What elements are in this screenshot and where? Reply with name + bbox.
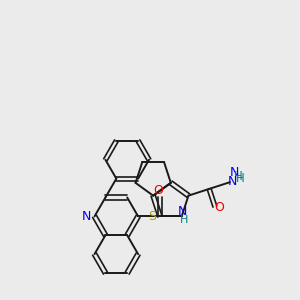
Text: S: S	[148, 210, 156, 223]
Text: N: N	[228, 175, 238, 188]
Text: N: N	[82, 210, 91, 223]
Text: O: O	[214, 201, 224, 214]
Text: H: H	[233, 170, 242, 183]
Text: O: O	[153, 184, 163, 197]
Text: N: N	[230, 166, 239, 179]
Text: N: N	[178, 205, 188, 218]
Text: H: H	[179, 215, 188, 225]
Text: H: H	[236, 172, 244, 185]
